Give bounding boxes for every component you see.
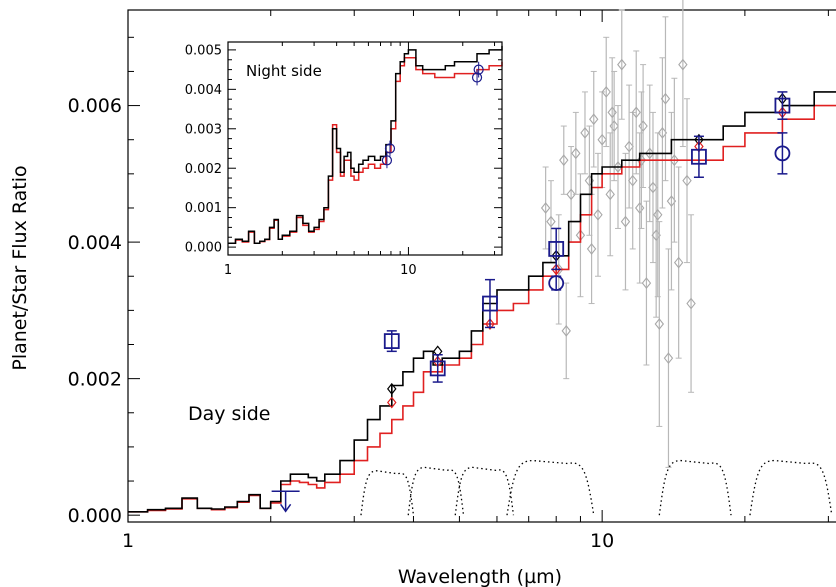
main-ytick-label: 0.004 — [68, 232, 122, 254]
spectrum-point — [566, 188, 576, 201]
main-ytick-label: 0.000 — [68, 505, 122, 527]
inset-axes: 1 10 0.000 0.001 0.002 0.003 0.004 0.005 — [185, 42, 502, 278]
spectrum-point — [617, 58, 627, 71]
inset-observation-circle — [473, 64, 484, 75]
spectrum-point — [660, 92, 671, 105]
spectrum-point — [678, 58, 688, 71]
main-xtick-label: 1 — [122, 530, 134, 552]
spectrum-point — [628, 174, 638, 187]
spectrum-point — [607, 106, 617, 119]
spectrum-point — [601, 86, 611, 98]
inset-observation-circle — [471, 72, 483, 83]
upper-limit-arrow — [280, 503, 292, 513]
main-panel: 1 10 0.000 0.002 0.004 0.006 Day side Wavelen… — [9, 0, 836, 587]
observation-circle — [774, 145, 791, 162]
spectrum-point — [673, 256, 684, 269]
spectrum-point — [586, 243, 597, 255]
spectrum-point — [613, 161, 623, 173]
filter-curve — [749, 459, 833, 516]
spectrum-point — [597, 133, 607, 146]
spectrum-point — [540, 202, 551, 214]
main-filter-curves — [360, 459, 833, 516]
spectrum-point — [561, 324, 571, 337]
model-band-point — [387, 382, 397, 395]
spectrum-point — [631, 106, 641, 119]
spectrum-point — [654, 318, 665, 330]
spectrum-point — [609, 120, 619, 132]
inset-xtick-label: 10 — [400, 263, 417, 278]
spectrum-point — [686, 297, 696, 310]
spectrum-point — [636, 154, 647, 167]
spectrum-point — [605, 188, 615, 201]
spectrum-point — [663, 352, 674, 365]
filter-curve — [506, 459, 595, 516]
inset-ytick-label: 0.001 — [185, 201, 222, 216]
inset-ytick-label: 0.003 — [185, 122, 222, 137]
spectrum-point — [634, 202, 645, 214]
spectrum-point — [638, 120, 648, 132]
inset-observation-circle — [384, 143, 396, 154]
main-series — [128, 91, 836, 513]
main-xtick-label: 10 — [590, 530, 614, 552]
model-step-line — [128, 91, 836, 513]
model-band-point — [551, 263, 561, 276]
spectrum-point — [669, 154, 680, 167]
spectrum-point — [559, 154, 569, 167]
spectrum-point — [682, 174, 692, 187]
main-annotation: Day side — [188, 403, 271, 425]
observation-square — [383, 333, 400, 349]
filter-curve — [658, 459, 732, 516]
spectrum-point — [624, 140, 634, 153]
model-band-point — [485, 318, 495, 330]
main-points — [271, 91, 791, 513]
filter-curve — [454, 466, 515, 516]
spectrum-point — [641, 277, 652, 289]
spectrum-point — [593, 208, 603, 221]
main-ylabel: Planet/Star Flux Ratio — [9, 165, 31, 370]
inset-step-line — [228, 45, 503, 244]
inset-ytick-label: 0.005 — [185, 43, 222, 58]
filter-curve — [360, 470, 415, 516]
inset-xtick-label: 1 — [224, 263, 232, 278]
main-spectrum — [540, 0, 696, 468]
observation-square — [774, 97, 791, 114]
spectrum-point — [580, 126, 590, 139]
spectrum-point — [571, 147, 581, 160]
inset-ytick-label: 0.000 — [185, 241, 222, 256]
inset-observation-circle — [381, 155, 393, 166]
spectrum-point — [653, 208, 663, 221]
inset-points — [381, 61, 484, 169]
inset-panel: 1 10 0.000 0.001 0.002 0.003 0.004 0.005 Night … — [185, 41, 503, 278]
spectrum-point — [620, 215, 631, 228]
main-axes: 1 10 0.000 0.002 0.004 0.006 — [68, 10, 829, 552]
model-band-point — [387, 396, 397, 409]
observation-circle — [548, 275, 565, 291]
observation-square — [691, 148, 707, 165]
observation-square — [429, 360, 446, 377]
main-plot-frame — [127, 9, 836, 523]
spectrum-point — [546, 215, 556, 228]
inset-ytick-label: 0.004 — [185, 83, 222, 98]
inset-series — [228, 45, 503, 244]
observation-square — [482, 295, 498, 312]
main-xlabel: Wavelength (µm) — [398, 566, 562, 587]
inset-ytick-label: 0.002 — [185, 162, 222, 177]
spectrum-point — [589, 113, 599, 126]
main-ytick-label: 0.006 — [68, 95, 122, 117]
main-ytick-label: 0.002 — [68, 368, 122, 390]
inset-annotation: Night side — [246, 62, 322, 80]
filter-curve — [407, 466, 465, 516]
observation-square — [548, 241, 565, 257]
